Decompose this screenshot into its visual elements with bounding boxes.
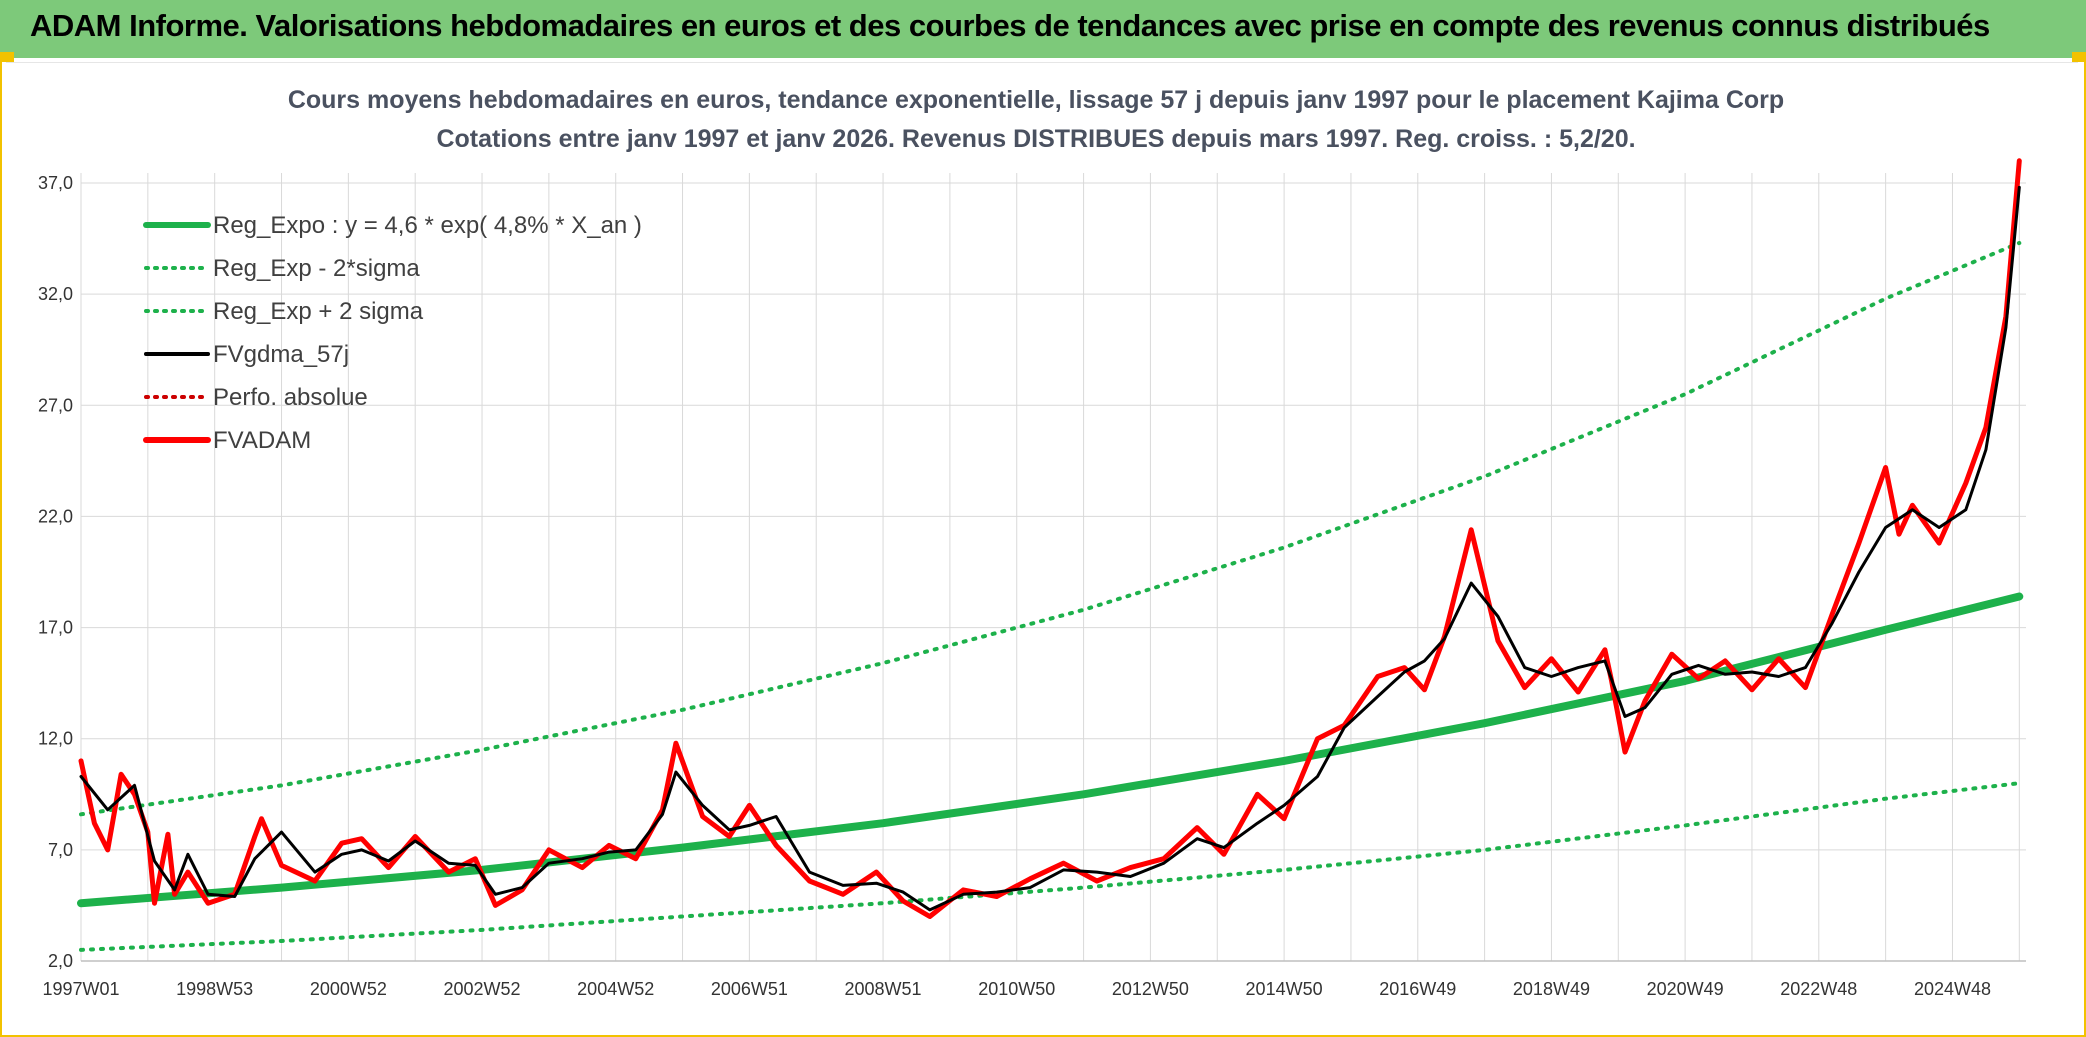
x-tick-label: 2024W48 xyxy=(1914,979,1991,999)
legend-label: FVgdma_57j xyxy=(213,341,349,368)
x-tick-label: 2018W49 xyxy=(1513,979,1590,999)
grid xyxy=(80,173,2026,962)
y-tick-label: 22,0 xyxy=(38,506,73,526)
y-tick-label: 27,0 xyxy=(38,395,73,415)
chart-svg: Cours moyens hebdomadaires en euros, ten… xyxy=(38,86,2026,999)
chart-title: Cours moyens hebdomadaires en euros, ten… xyxy=(288,86,1784,114)
y-tick-label: 32,0 xyxy=(38,284,73,304)
x-tick-label: 2008W51 xyxy=(845,979,922,999)
series-line-3 xyxy=(79,185,2021,912)
chart-panel: Cours moyens hebdomadaires en euros, ten… xyxy=(6,62,2078,1033)
legend-label: Reg_Exp + 2 sigma xyxy=(213,298,424,325)
y-tick-label: 17,0 xyxy=(38,618,73,638)
x-tick-label: 2020W49 xyxy=(1647,979,1724,999)
series-line-4 xyxy=(78,158,2022,919)
y-tick-label: 7,0 xyxy=(48,840,73,860)
y-tick-label: 2,0 xyxy=(48,951,73,971)
x-tick-label: 2014W50 xyxy=(1246,979,1323,999)
frame-corner-right xyxy=(2072,52,2086,62)
x-tick-label: 2006W51 xyxy=(711,979,788,999)
x-tick-label: 2000W52 xyxy=(310,979,387,999)
series-line-2 xyxy=(79,241,2022,817)
chart-subtitle: Cotations entre janv 1997 et janv 2026. … xyxy=(436,125,1635,153)
series-line-1 xyxy=(79,781,2022,952)
frame-corner-left xyxy=(0,52,14,62)
legend-label: FVADAM xyxy=(213,427,311,454)
x-tick-label: 2012W50 xyxy=(1112,979,1189,999)
x-tick-label: 2004W52 xyxy=(577,979,654,999)
legend: Reg_Expo : y = 4,6 * exp( 4,8% * X_an ) R… xyxy=(143,212,642,454)
series-layer xyxy=(77,158,2024,952)
x-tick-label: 1998W53 xyxy=(176,979,253,999)
legend-label: Reg_Expo : y = 4,6 * exp( 4,8% * X_an ) xyxy=(213,212,642,239)
page-title: ADAM Informe. Valorisations hebdomadaire… xyxy=(30,8,1990,43)
x-tick-label: 2016W49 xyxy=(1379,979,1456,999)
header-bar: ADAM Informe. Valorisations hebdomadaire… xyxy=(0,0,2086,58)
legend-label: Perfo. absolue xyxy=(213,384,368,411)
x-tick-label: 2002W52 xyxy=(443,979,520,999)
series-line-0 xyxy=(77,592,2024,908)
legend-label: Reg_Exp - 2*sigma xyxy=(213,255,420,282)
y-tick-label: 12,0 xyxy=(38,729,73,749)
axes: 2,0 7,0 12,0 17,0 22,0 27,0 32,0 37,0 1997W01 199… xyxy=(38,173,2026,999)
x-tick-label: 2022W48 xyxy=(1780,979,1857,999)
y-tick-label: 37,0 xyxy=(38,173,73,193)
x-tick-label: 2010W50 xyxy=(978,979,1055,999)
x-tick-label: 1997W01 xyxy=(42,979,119,999)
